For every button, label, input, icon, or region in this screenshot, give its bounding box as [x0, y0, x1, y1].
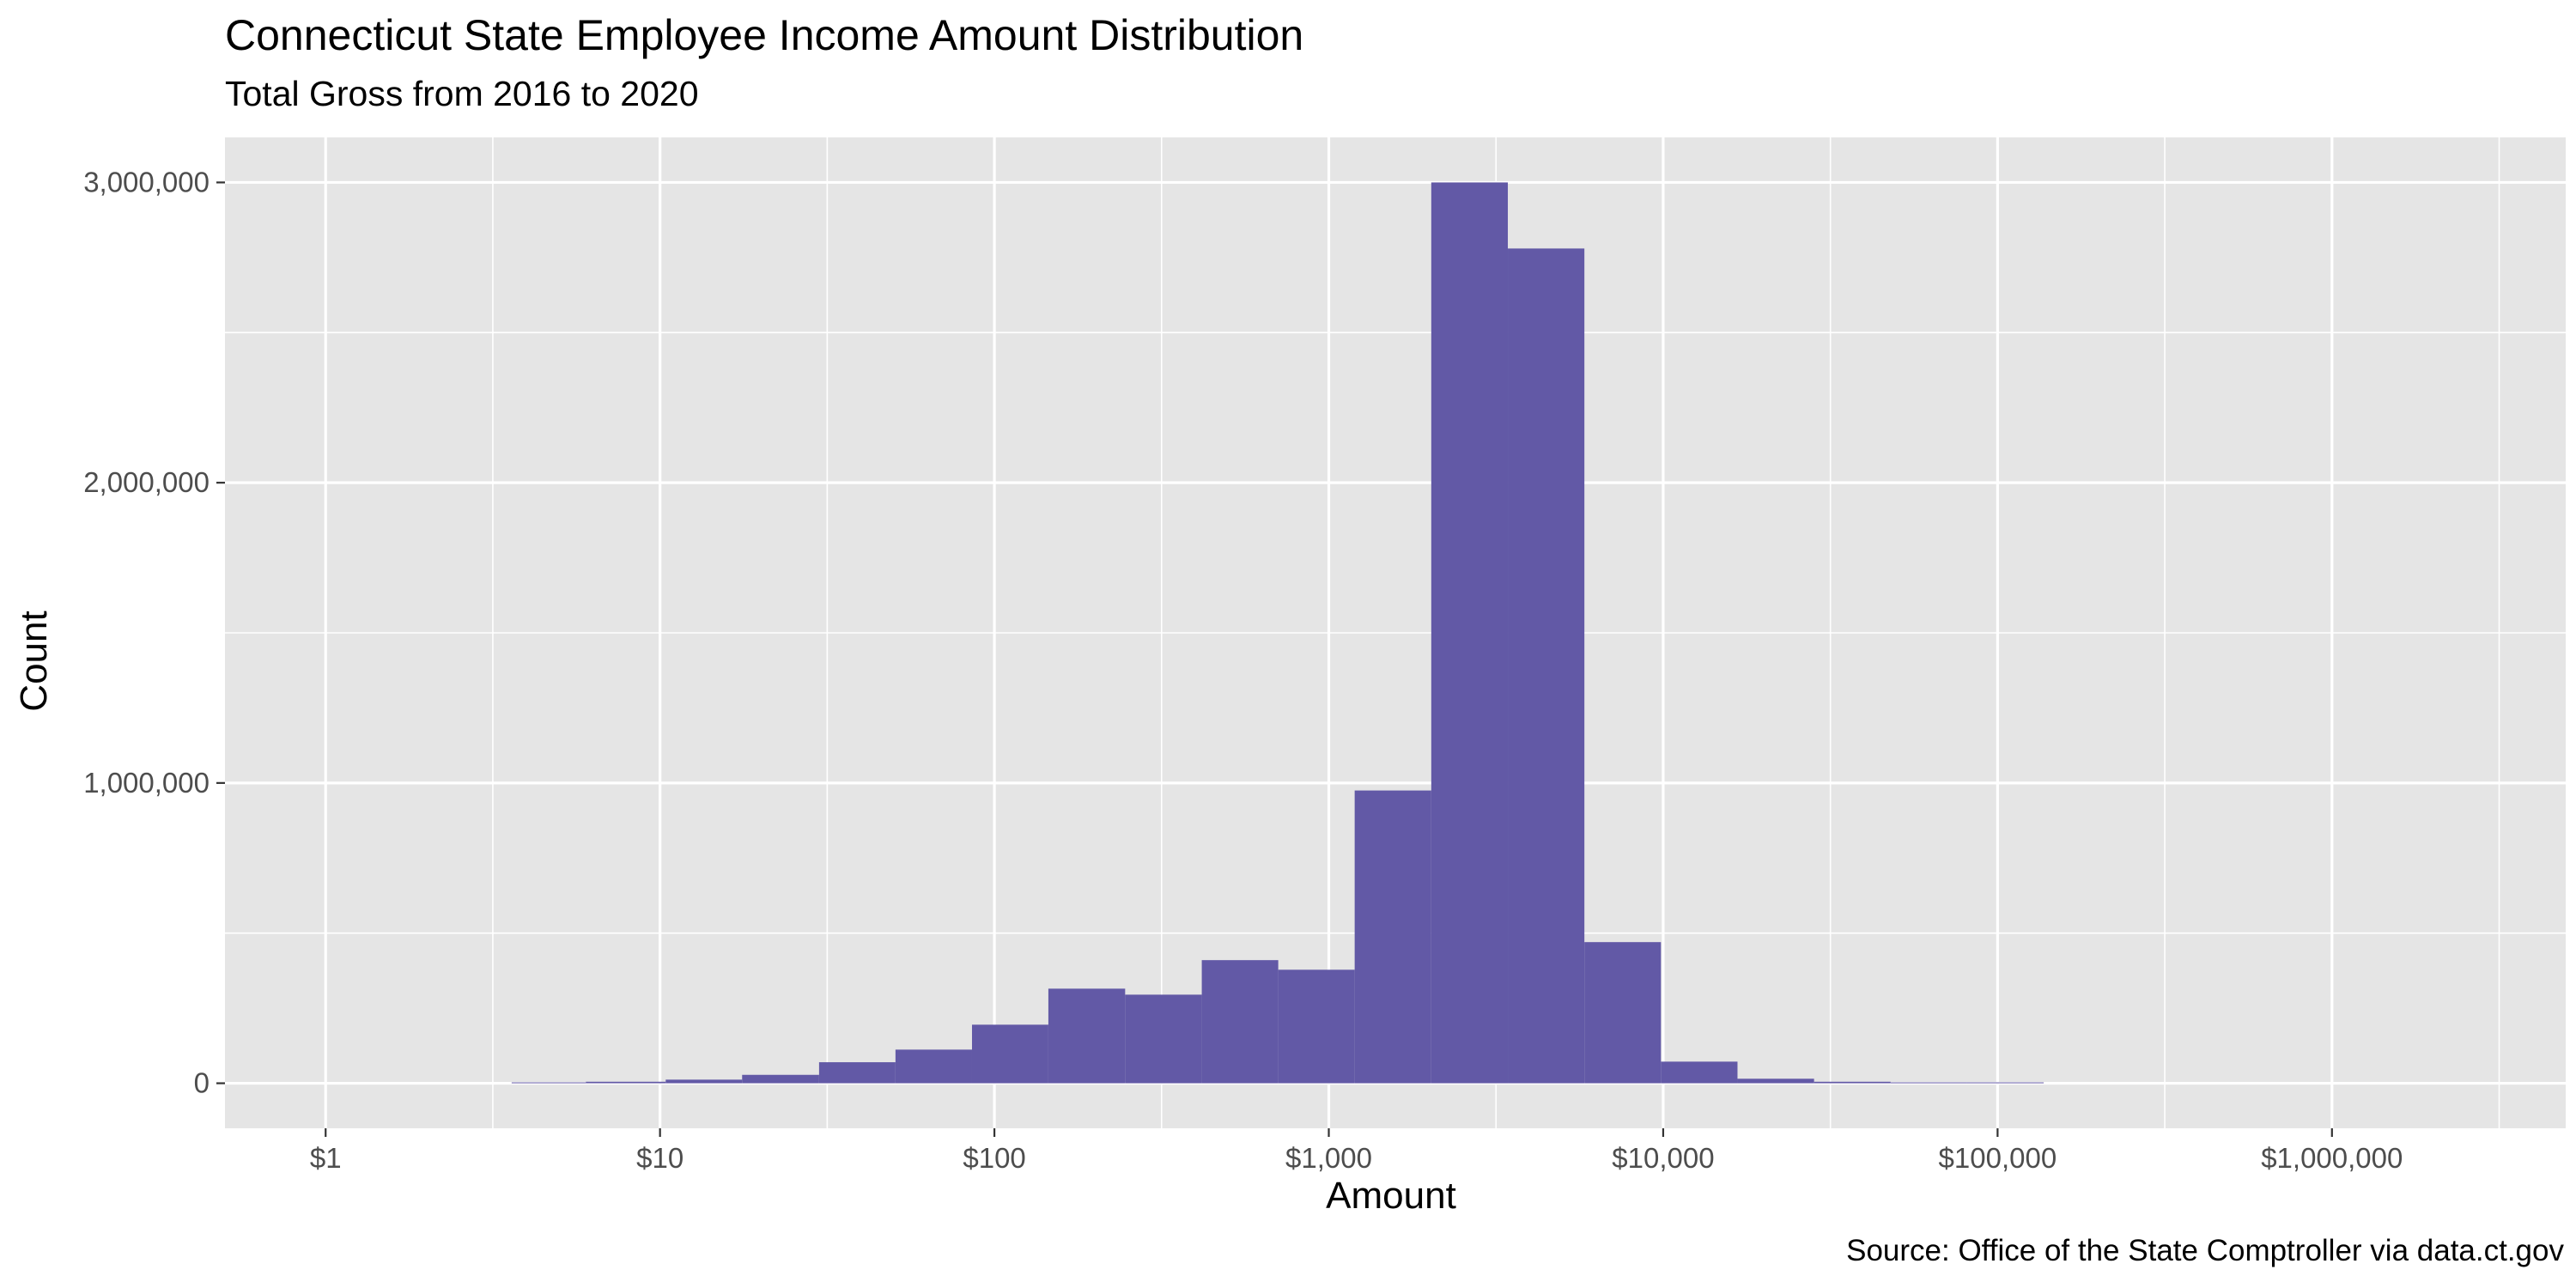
- histogram-bar: [742, 1074, 819, 1084]
- histogram-bar: [586, 1081, 666, 1084]
- x-tick-label: $100,000: [1939, 1142, 2057, 1174]
- histogram-bar: [1125, 994, 1202, 1084]
- histogram-bar: [895, 1049, 972, 1084]
- histogram-bar: [665, 1079, 743, 1084]
- x-tick-label: $10,000: [1612, 1142, 1714, 1174]
- histogram-bar: [1508, 248, 1585, 1084]
- y-axis-tick-labels: 0 1,000,000 2,000,000 3,000,000: [83, 166, 210, 1098]
- chart-title: Connecticut State Employee Income Amount…: [225, 11, 1304, 59]
- histogram-bar: [1966, 1082, 2044, 1084]
- histogram-bar: [1431, 182, 1509, 1084]
- axis-ticks: [216, 181, 2333, 1137]
- histogram-bar: [1584, 942, 1662, 1084]
- y-axis-label: Count: [13, 611, 55, 712]
- y-tick-label: 0: [194, 1067, 210, 1099]
- histogram-bar: [1048, 988, 1126, 1084]
- histogram-bar: [1354, 790, 1431, 1084]
- histogram-bar: [1737, 1078, 1814, 1084]
- histogram-bar: [1278, 969, 1355, 1084]
- x-tick-label: $1,000,000: [2261, 1142, 2403, 1174]
- x-axis-label: Amount: [1326, 1175, 1456, 1217]
- y-tick-label: 3,000,000: [83, 166, 210, 197]
- x-tick-label: $1,000: [1285, 1142, 1372, 1174]
- histogram-bar: [1201, 960, 1279, 1084]
- histogram-bar: [971, 1024, 1048, 1084]
- histogram-bar: [1890, 1082, 1967, 1084]
- histogram-bar: [1661, 1061, 1738, 1084]
- y-tick-label: 2,000,000: [83, 466, 210, 498]
- y-tick-label: 1,000,000: [83, 767, 210, 799]
- chart-caption: Source: Office of the State Comptroller …: [1846, 1234, 2564, 1267]
- histogram-bar: [818, 1062, 896, 1084]
- histogram-bar: [1814, 1081, 1891, 1084]
- histogram-bars: [511, 182, 2044, 1084]
- chart-subtitle: Total Gross from 2016 to 2020: [225, 74, 699, 113]
- x-tick-label: $10: [636, 1142, 683, 1174]
- x-tick-label: $1: [310, 1142, 342, 1174]
- x-tick-label: $100: [963, 1142, 1025, 1174]
- x-axis-tick-labels: $1 $10 $100 $1,000 $10,000 $100,000 $1,000,000: [310, 1142, 2403, 1174]
- histogram-bar: [511, 1082, 586, 1084]
